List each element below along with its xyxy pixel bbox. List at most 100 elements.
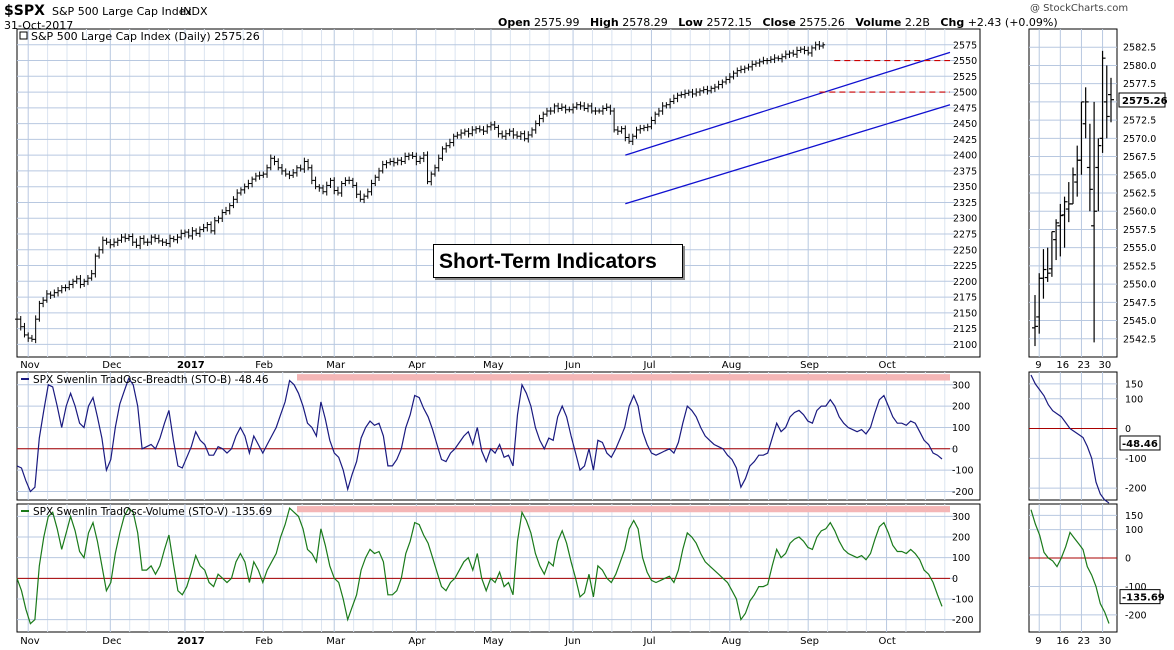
zoom-price-y-tick-label: 2577.5 (1123, 79, 1156, 90)
price-y-tick-label: 2150 (953, 308, 977, 319)
breadth-y-tick-label: 200 (952, 402, 970, 413)
price-y-tick-label: 2100 (953, 340, 977, 351)
volume-y-tick-label: -100 (952, 594, 974, 605)
x-tick-label: Aug (722, 360, 742, 371)
chart-annotation: Short-Term Indicators (433, 244, 683, 278)
zoom-x-tick-label: 9 (1035, 360, 1041, 371)
zoom-last-price-label: 2575.26 (1122, 96, 1168, 107)
volume-zoom-series-line (1030, 509, 1110, 624)
breadth-y-tick-label: 300 (952, 380, 970, 391)
price-y-tick-label: 2225 (953, 261, 977, 272)
zoom-x-tick-label: 30 (1099, 636, 1112, 647)
zoom-price-y-tick-label: 2550.0 (1123, 280, 1156, 291)
breadth-zoom-y-tick-label: -200 (1125, 484, 1147, 495)
low-label: Low (678, 16, 703, 29)
zoom-price-y-tick-label: 2582.5 (1123, 43, 1156, 54)
x-tick-label: Mar (326, 636, 346, 647)
price-bars (15, 40, 826, 344)
volume-y-tick-label: 200 (952, 533, 970, 544)
breadth-overbought-band (297, 374, 950, 381)
volume-y-tick-label: 300 (952, 512, 970, 523)
zoom-x-tick-label: 16 (1056, 360, 1069, 371)
volume-y-tick-label: -200 (952, 615, 974, 626)
zoom-x-tick-label: 30 (1099, 360, 1112, 371)
price-y-tick-label: 2525 (953, 72, 977, 83)
x-tick-label: Feb (255, 360, 273, 371)
price-y-tick-label: 2125 (953, 324, 977, 335)
x-tick-label: Aug (722, 636, 742, 647)
chg-value: +2.43 (+0.09%) (967, 16, 1058, 29)
zoom-price-y-tick-label: 2545.0 (1123, 316, 1156, 327)
breadth-series-line (16, 377, 943, 493)
x-tick-label: Apr (408, 636, 426, 647)
zoom-x-tick-label: 16 (1056, 636, 1069, 647)
price-y-tick-label: 2275 (953, 230, 977, 241)
price-y-tick-label: 2250 (953, 245, 977, 256)
x-tick-label: Nov (20, 360, 40, 371)
x-tick-label: Mar (326, 360, 346, 371)
price-y-tick-label: 2325 (953, 198, 977, 209)
breadth-y-tick-label: 100 (952, 423, 970, 434)
zoom-price-y-tick-label: 2552.5 (1123, 261, 1156, 272)
x-tick-label: Jul (642, 360, 655, 371)
exchange: INDX (180, 5, 208, 18)
price-y-tick-label: 2500 (953, 88, 977, 99)
volume-zoom-y-tick-label: 150 (1125, 511, 1143, 522)
breadth-zoom-last-label: -48.46 (1122, 439, 1158, 450)
x-tick-label: 2017 (177, 636, 205, 647)
volume-legend: SPX Swenlin TradOsc-Volume (STO-V) -135.… (33, 506, 272, 518)
breadth-legend: SPX Swenlin TradOsc-Breadth (STO-B) -48.… (33, 374, 269, 386)
zoom-price-y-tick-label: 2547.5 (1123, 298, 1156, 309)
zoom-breadth-frame (1028, 371, 1118, 501)
high-label: High (590, 16, 619, 29)
low-value: 2572.15 (706, 16, 752, 29)
zoom-x-tick-label: 23 (1077, 636, 1090, 647)
x-tick-label: 2017 (177, 360, 205, 371)
zoom-price-y-tick-label: 2557.5 (1123, 225, 1156, 236)
price-legend-swatch (19, 31, 28, 40)
price-y-tick-label: 2200 (953, 277, 977, 288)
open-value: 2575.99 (534, 16, 580, 29)
breadth-zoom-y-tick-label: 150 (1125, 379, 1143, 390)
breadth-zoom-y-tick-label: 100 (1125, 394, 1143, 405)
zoom-price-y-tick-label: 2572.5 (1123, 116, 1156, 127)
x-tick-label: Apr (408, 360, 426, 371)
breadth-zoom-y-tick-label: 0 (1125, 424, 1131, 435)
price-y-tick-label: 2300 (953, 214, 977, 225)
zoom-price-y-tick-label: 2555.0 (1123, 243, 1156, 254)
x-tick-label: Dec (102, 636, 121, 647)
x-tick-label: Sep (800, 360, 819, 371)
volume-value: 2.2B (904, 16, 930, 29)
zoom-price-y-tick-label: 2567.5 (1123, 152, 1156, 163)
price-panel-frame (16, 28, 981, 358)
price-y-tick-label: 2400 (953, 151, 977, 162)
lower-channel-line (625, 104, 951, 205)
x-tick-label: Nov (20, 636, 40, 647)
x-tick-label: Jun (564, 636, 581, 647)
zoom-price-y-tick-label: 2580.0 (1123, 61, 1156, 72)
x-tick-label: Dec (102, 360, 121, 371)
index-name: S&P 500 Large Cap Index (52, 5, 192, 18)
breadth-zoom-last-box (1119, 435, 1161, 451)
breadth-zoom-y-tick-label: -100 (1125, 454, 1147, 465)
zoom-price-y-tick-label: 2565.0 (1123, 170, 1156, 181)
volume-zoom-last-box (1119, 589, 1161, 605)
price-y-tick-label: 2175 (953, 293, 977, 304)
x-tick-label: Oct (879, 360, 896, 371)
zoom-volume-frame (1028, 503, 1118, 633)
price-y-tick-label: 2425 (953, 135, 977, 146)
price-legend: S&P 500 Large Cap Index (Daily) 2575.26 (31, 30, 260, 43)
volume-zoom-y-tick-label: -100 (1125, 582, 1147, 593)
ohlc-readout: Open 2575.99 High 2578.29 Low 2572.15 Cl… (498, 16, 1058, 29)
price-y-tick-label: 2450 (953, 119, 977, 130)
x-tick-label: May (483, 360, 504, 371)
zoom-price-y-tick-label: 2542.5 (1123, 334, 1156, 345)
price-y-tick-label: 2375 (953, 166, 977, 177)
price-y-tick-label: 2575 (953, 40, 977, 51)
x-tick-label: May (483, 636, 504, 647)
zoom-price-y-tick-label: 2560.0 (1123, 207, 1156, 218)
zoom-x-tick-label: 9 (1035, 636, 1041, 647)
volume-zoom-y-tick-label: 100 (1125, 525, 1143, 536)
open-label: Open (498, 16, 531, 29)
